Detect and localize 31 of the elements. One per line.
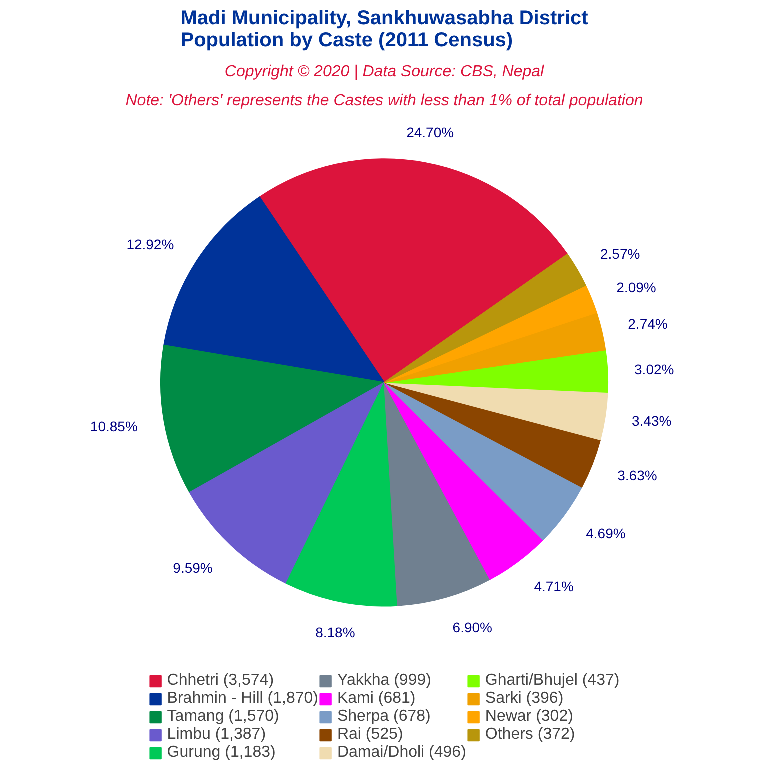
legend-label: Brahmin - Hill (1,870) <box>167 690 318 708</box>
legend-label: Yakkha (999) <box>337 672 432 690</box>
data-label: 3.02% <box>634 362 674 378</box>
legend-label: Limbu (1,387) <box>167 726 266 744</box>
data-label: 8.18% <box>316 624 356 640</box>
legend-label: Newar (302) <box>485 708 574 726</box>
legend-label: Damai/Dholi (496) <box>337 744 466 762</box>
legend-label: Gurung (1,183) <box>167 744 276 762</box>
data-label: 2.09% <box>616 279 656 296</box>
legend-label: Others (372) <box>485 726 576 744</box>
data-label: 4.69% <box>586 526 626 542</box>
chart-title: Madi Municipality, Sankhuwasabha District Population by Caste (2011 Census) <box>180 8 589 52</box>
data-label: 6.90% <box>452 620 493 636</box>
text: Note: 'Others' represents the Castes with less than 1% of total population <box>126 92 644 110</box>
legend-label: Chhetri (3,574) <box>167 672 274 690</box>
data-label: 2.57% <box>600 246 640 262</box>
legend-label: Kami (681) <box>337 690 416 708</box>
legend-label: Sherpa (678) <box>337 708 431 726</box>
legend-label: Sarki (396) <box>485 690 564 708</box>
legend-label: Tamang (1,570) <box>167 708 280 726</box>
legend-label: Rai (525) <box>337 726 404 744</box>
chart-subtitle: Copyright © 2020 | Data Source: CBS, Nepal <box>224 64 545 80</box>
data-label: 12.92% <box>126 236 174 253</box>
legend-label: Gharti/Bhujel (437) <box>485 672 620 690</box>
data-label: 9.59% <box>173 560 213 576</box>
data-label: 4.71% <box>534 578 574 595</box>
data-label: 2.74% <box>628 316 668 332</box>
data-label: 3.63% <box>618 467 658 484</box>
data-label: 24.70% <box>406 124 454 140</box>
data-label: 10.85% <box>90 418 138 435</box>
data-label: 3.43% <box>632 413 672 430</box>
